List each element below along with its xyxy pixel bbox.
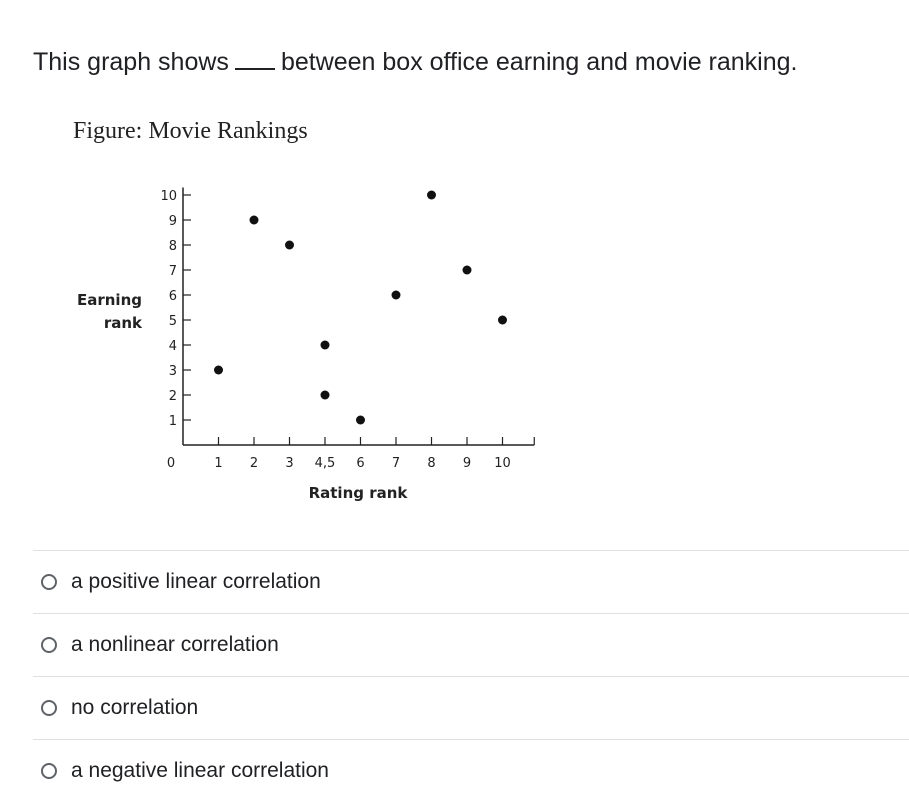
data-point	[285, 240, 294, 250]
y-tick-label: 5	[169, 314, 177, 329]
data-point	[391, 290, 401, 300]
x-tick-label: 2	[250, 456, 258, 471]
x-tick-label: 10	[494, 456, 511, 471]
question-text-before: This graph shows	[33, 48, 229, 76]
data-point	[249, 215, 259, 225]
answer-options: a positive linear correlation a nonlinea…	[33, 550, 909, 802]
option-positive-linear[interactable]: a positive linear correlation	[33, 550, 909, 613]
option-label: a positive linear correlation	[71, 570, 321, 593]
y-tick-label: 8	[169, 239, 177, 254]
x-tick-label: 0	[167, 456, 175, 471]
answer-blank	[234, 50, 275, 70]
chart-title: Figure: Movie Rankings	[73, 118, 308, 144]
data-point	[427, 190, 436, 200]
y-tick-label: 3	[169, 364, 177, 379]
option-label: no correlation	[71, 696, 199, 719]
radio-button[interactable]	[41, 763, 57, 779]
x-tick-label: 6	[356, 456, 364, 471]
movie-rankings-chart: Figure: Movie Rankings Earning rank Rati…	[0, 100, 560, 520]
option-label: a nonlinear correlation	[71, 633, 279, 656]
x-axis-label: Rating rank	[309, 484, 409, 502]
data-point	[320, 340, 330, 350]
x-tick-label: 8	[427, 456, 435, 471]
y-tick-label: 2	[169, 389, 177, 404]
x-tick-label: 4,5	[315, 456, 336, 471]
y-tick-label: 6	[169, 289, 177, 304]
plot-area: 1 2 3 4 5 6 7 8 9 10 0 1 2 3 4,5 6 7 8 9 10	[160, 187, 535, 471]
y-tick-label: 7	[169, 264, 177, 279]
y-tick-label: 10	[160, 189, 177, 204]
data-point	[462, 265, 472, 275]
y-tick-label: 9	[169, 214, 177, 229]
data-point	[214, 365, 223, 375]
y-axis-label-line-2: rank	[104, 314, 143, 332]
y-tick-label: 1	[169, 414, 177, 429]
radio-button[interactable]	[41, 700, 57, 716]
question-text: This graph shows between box office earni…	[33, 48, 797, 77]
y-axis-label-line-1: Earning	[77, 291, 142, 309]
question-text-after: between box office earning and movie ran…	[280, 48, 798, 76]
option-no-correlation[interactable]: no correlation	[33, 676, 909, 739]
data-point	[320, 390, 330, 400]
x-tick-label: 9	[463, 456, 471, 471]
data-point	[498, 315, 507, 325]
data-point	[356, 415, 365, 425]
x-tick-label: 1	[214, 456, 222, 471]
y-tick-label: 4	[169, 339, 177, 354]
radio-button[interactable]	[41, 574, 57, 590]
x-tick-label: 7	[392, 456, 400, 471]
x-tick-label: 3	[285, 456, 293, 471]
radio-button[interactable]	[41, 637, 57, 653]
scatter-plot: Figure: Movie Rankings Earning rank Rati…	[73, 118, 535, 502]
option-label: a negative linear correlation	[71, 759, 329, 782]
option-negative-linear[interactable]: a negative linear correlation	[33, 739, 909, 802]
option-nonlinear[interactable]: a nonlinear correlation	[33, 613, 909, 676]
